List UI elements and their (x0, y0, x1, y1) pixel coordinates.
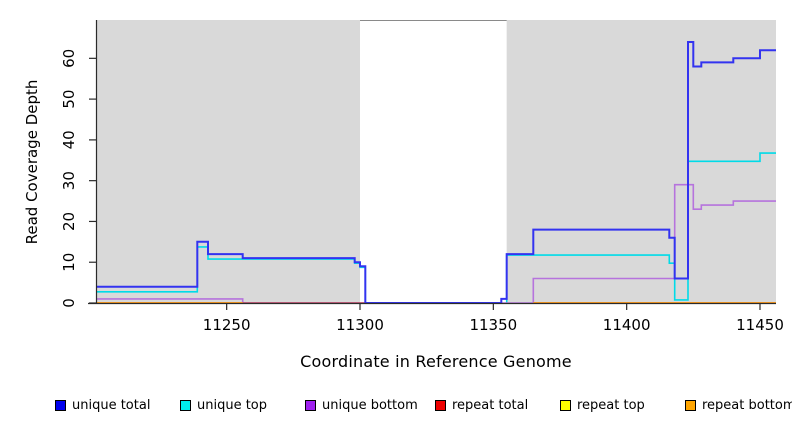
series-unique-total (96, 41, 776, 304)
masked-region (360, 20, 507, 303)
legend-label: repeat top (577, 397, 645, 413)
y-tick-label: 10 (60, 253, 78, 272)
coverage-plot: 11250 11300 11350 11400 11450 0 10 20 30 40 50 60 (60, 20, 784, 334)
legend-swatch (305, 399, 316, 411)
y-tick-label: 0 (60, 298, 78, 308)
y-tick-label: 50 (60, 90, 78, 109)
legend-item-unique-bottom: unique bottom (305, 396, 418, 414)
x-tick-label: 11450 (736, 316, 784, 334)
legend-item-unique-total: unique total (55, 396, 150, 414)
legend: unique total unique top unique bottom repea… (0, 396, 792, 418)
x-axis-title: Coordinate in Reference Genome (300, 352, 572, 371)
legend-item-unique-top: unique top (180, 396, 267, 414)
legend-item-repeat-bottom: repeat bottom (685, 396, 792, 414)
x-tick-label: 11300 (336, 316, 384, 334)
legend-label: repeat total (452, 397, 529, 413)
legend-label: repeat bottom (702, 397, 792, 413)
legend-label: unique top (197, 397, 268, 413)
legend-label: unique bottom (322, 397, 418, 413)
y-tick-label: 30 (60, 171, 78, 190)
legend-swatch (55, 399, 66, 411)
x-tick-label: 11350 (469, 316, 517, 334)
legend-item-repeat-total: repeat total (435, 396, 528, 414)
y-tick-label: 40 (60, 130, 78, 149)
legend-swatch (180, 399, 191, 411)
legend-swatch (560, 399, 571, 411)
legend-label: unique total (72, 397, 151, 413)
y-tick-label: 60 (60, 49, 78, 68)
y-tick-label: 20 (60, 212, 78, 231)
x-tick-label: 11250 (203, 316, 251, 334)
legend-swatch (685, 399, 696, 411)
legend-swatch (435, 399, 446, 411)
series-unique-top (505, 152, 776, 304)
x-tick-label: 11400 (603, 316, 651, 334)
legend-item-repeat-top: repeat top (560, 396, 645, 414)
y-axis-title: Read Coverage Depth (23, 79, 41, 245)
